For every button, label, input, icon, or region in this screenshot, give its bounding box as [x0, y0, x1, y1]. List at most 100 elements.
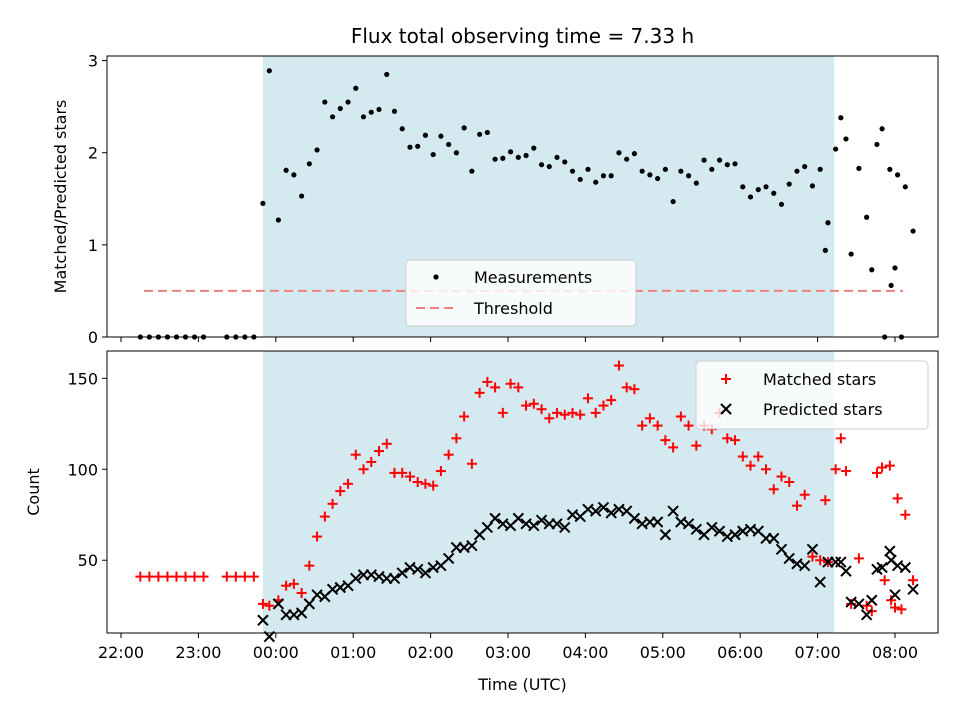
matched-point [567, 407, 578, 418]
matched-point [162, 571, 173, 582]
measurement-point [894, 172, 901, 178]
time-x-tick-label: 05:00 [640, 643, 686, 662]
matched-point [381, 438, 392, 449]
cross-b [620, 505, 633, 517]
measurement-point [554, 154, 560, 160]
predicted-point [528, 519, 540, 532]
cross-b [272, 598, 285, 610]
chart-title: Flux total observing time = 7.33 h [351, 24, 694, 48]
measurement-point [453, 150, 459, 156]
measurement-point [337, 105, 343, 112]
matched-point [890, 602, 900, 613]
matched-point [835, 433, 846, 444]
measurement-point [887, 166, 893, 172]
predicted-point [806, 543, 819, 556]
measurement-point [446, 141, 452, 148]
predicted-point [442, 552, 455, 565]
predicted-point [667, 505, 679, 517]
predicted-point [466, 539, 478, 552]
measurement-point [732, 161, 738, 167]
measurement-point [291, 172, 297, 178]
predicted-point [885, 554, 897, 566]
ratio-x-ticks [120, 337, 896, 342]
measurement-point [283, 167, 289, 173]
matched-point [791, 500, 802, 511]
measurement-point [477, 131, 483, 137]
time-x-tick-label: 01:00 [330, 643, 376, 662]
measurement-point [631, 151, 638, 157]
measurement-point [546, 163, 552, 170]
matched-point [528, 398, 539, 409]
cross-b [798, 559, 811, 572]
cross-b [768, 532, 780, 545]
matched-point [866, 606, 877, 617]
predicted-point [350, 572, 362, 585]
cross-b [806, 543, 819, 556]
matched-point [815, 555, 826, 566]
matched-point [853, 553, 864, 564]
predicted-point [651, 516, 664, 528]
measurement-point [771, 190, 777, 196]
predicted-point [840, 565, 852, 577]
matched-point [374, 446, 384, 457]
cross-b [427, 561, 439, 574]
measurement-point [678, 168, 684, 174]
matched-point [257, 598, 268, 609]
matched-point [288, 578, 299, 589]
matched-point [590, 407, 601, 418]
predicted-point [853, 598, 865, 610]
matched-point [366, 456, 377, 467]
cross-b [458, 541, 470, 554]
matched-point [264, 600, 275, 611]
cross-b [829, 556, 842, 568]
cross-b [706, 521, 718, 534]
cross-b [295, 607, 308, 619]
measurement-point [266, 68, 272, 74]
measurement-point [399, 126, 405, 132]
predicted-point [628, 512, 641, 525]
matched-point [908, 575, 919, 586]
matched-point [820, 495, 831, 506]
cross-b [713, 525, 726, 537]
ratio-axes-frame [106, 55, 939, 338]
count-panel: 50 100 150 22:00 23:00 00:00 01:00 02:00 03:00 0… [24, 350, 939, 694]
measurement-point [686, 173, 692, 179]
matched-point [312, 531, 323, 542]
measurement-point [407, 144, 413, 150]
legend-label-matched: Matched stars [763, 370, 876, 389]
matched-point [830, 464, 841, 475]
measurement-point [353, 85, 359, 91]
measurement-point [422, 132, 429, 138]
measurement-point [910, 228, 916, 234]
measurement-point [709, 166, 715, 172]
cross-b [814, 576, 826, 588]
cross-b [481, 521, 494, 534]
predicted-point [481, 521, 494, 534]
cross-b [840, 565, 852, 577]
matched-point [644, 413, 655, 424]
cross-b [729, 529, 741, 541]
matched-point [892, 493, 903, 504]
legend-plus [721, 374, 731, 384]
cross-b [682, 518, 695, 530]
matched-point [230, 571, 241, 582]
time-x-tick-label: 00:00 [253, 643, 299, 662]
predicted-point [303, 598, 316, 610]
measurement-point [507, 149, 514, 155]
measurement-point [693, 180, 699, 186]
legend-marker-matched [721, 374, 731, 384]
measurement-point [724, 162, 730, 168]
cross-b [866, 594, 878, 606]
count-y-axis-label: Count [24, 468, 43, 516]
predicted-point [690, 523, 703, 536]
predicted-point [559, 521, 571, 534]
matched-point [412, 476, 423, 487]
measurement-point [716, 157, 723, 163]
cross-b [636, 518, 648, 530]
measurement-point [500, 155, 506, 161]
cross-b [720, 403, 732, 415]
measurement-point [763, 184, 769, 190]
measurement-point [747, 194, 754, 200]
matched-point [404, 471, 415, 482]
cross-b [288, 609, 300, 621]
